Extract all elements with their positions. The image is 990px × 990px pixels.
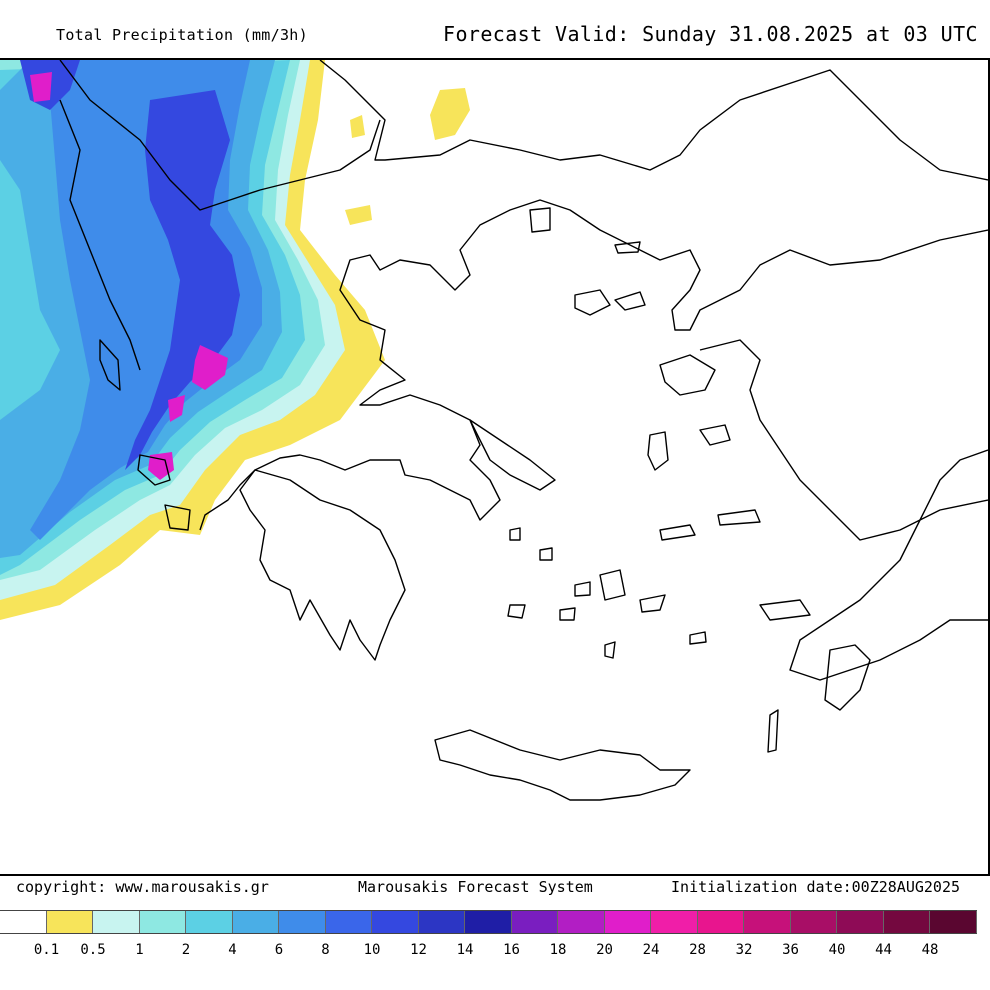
legend-tick-label: 48 — [921, 942, 939, 958]
legend-swatch — [186, 911, 233, 933]
cyclades-small-6 — [539, 547, 553, 561]
legend-swatch — [139, 911, 186, 933]
precip-magenta-4 — [30, 72, 52, 102]
chios — [647, 431, 669, 471]
cyclades-small-4 — [639, 594, 666, 613]
cyclades-small-8 — [604, 641, 616, 659]
border-north — [59, 60, 381, 211]
precip-magenta-3 — [148, 452, 174, 480]
legend-tick-label: 6 — [274, 942, 284, 958]
precip-yellow-spot-3 — [350, 115, 365, 138]
coastlines — [59, 60, 988, 801]
precipitation-legend: 0.1 0.5 1 2 4 6 8 10 12 14 16 18 20 24 28 32 36 40 44 48 — [0, 910, 990, 980]
precip-magenta-2 — [168, 395, 185, 422]
copyright-text: copyright: www.marousakis.gr — [16, 878, 269, 896]
legend-swatch — [232, 911, 279, 933]
rhodes — [824, 644, 871, 711]
samos — [699, 424, 731, 446]
legend-tick-label: 8 — [321, 942, 330, 958]
map-title: Total Precipitation (mm/3h) — [56, 26, 308, 44]
euboea-coast — [469, 419, 556, 491]
legend-tick-label: 0.1 — [33, 942, 60, 958]
precipitation-map — [0, 58, 990, 876]
corfu — [99, 339, 121, 391]
legend-swatch — [790, 911, 837, 933]
system-name: Marousakis Forecast System — [358, 878, 593, 896]
samothraki — [614, 241, 641, 254]
legend-swatch — [511, 911, 558, 933]
karpathos — [767, 709, 779, 753]
kos — [759, 599, 811, 621]
map-footer: copyright: www.marousakis.gr Marousakis … — [0, 874, 990, 904]
cyclades-small-1 — [507, 604, 526, 619]
legend-swatch — [883, 911, 930, 933]
legend-swatch — [325, 911, 372, 933]
legend-swatch — [279, 911, 326, 933]
legend-tick-label: 12 — [410, 942, 427, 958]
legend-tick-labels: 0.1 0.5 1 2 4 6 8 10 12 14 16 18 20 24 28 32 36 40 44 48 — [0, 942, 990, 962]
precip-magenta-1 — [192, 345, 228, 390]
legend-swatch — [418, 911, 465, 933]
kefalonia — [137, 454, 171, 486]
legend-color-bar — [0, 910, 977, 934]
naxos — [599, 569, 626, 601]
mainland-coast — [199, 60, 988, 531]
skyros — [614, 291, 646, 311]
legend-tick-label: 4 — [228, 942, 237, 958]
turkey-coast — [789, 449, 988, 681]
legend-tick-label: 20 — [596, 942, 613, 958]
legend-tick-label: 1 — [135, 942, 144, 958]
precip-deep-blue — [125, 90, 240, 470]
cyclades-small-3 — [574, 581, 591, 597]
legend-tick-label: 28 — [689, 942, 706, 958]
legend-tick-label: 36 — [782, 942, 799, 958]
turkey-coast-north — [699, 339, 988, 541]
legend-tick-label: 44 — [875, 942, 892, 958]
legend-swatch — [604, 911, 651, 933]
forecast-valid-time: Forecast Valid: Sunday 31.08.2025 at 03 … — [443, 22, 978, 46]
lemnos — [574, 289, 611, 316]
legend-swatch — [697, 911, 744, 933]
zakynthos — [164, 504, 191, 531]
legend-tick-label: 10 — [363, 942, 381, 958]
legend-tick-label: 0.5 — [80, 942, 106, 958]
legend-swatch — [930, 911, 977, 933]
legend-swatch — [93, 911, 140, 933]
legend-swatch — [465, 911, 512, 933]
legend-tick-label: 16 — [503, 942, 520, 958]
cyclades-small-2 — [559, 607, 576, 621]
precipitation-field — [0, 60, 470, 620]
map-header: Total Precipitation (mm/3h) Forecast Val… — [0, 0, 990, 58]
legend-swatch — [558, 911, 605, 933]
map-canvas — [0, 60, 988, 801]
legend-tick-label: 14 — [456, 942, 474, 958]
legend-tick-label: 32 — [735, 942, 753, 958]
legend-tick-label: 40 — [828, 942, 846, 958]
legend-swatch — [372, 911, 419, 933]
legend-swatch — [46, 911, 93, 933]
cyclades-small-9 — [659, 524, 696, 541]
lesvos — [659, 354, 716, 396]
precip-yellow-spot-2 — [345, 205, 372, 225]
border-west — [59, 99, 141, 371]
legend-swatch — [0, 911, 47, 933]
precip-yellow-spot-1 — [430, 88, 470, 140]
legend-swatch — [744, 911, 791, 933]
initialization-date: Initialization date:00Z28AUG2025 — [671, 878, 960, 896]
legend-swatch — [651, 911, 698, 933]
legend-swatch — [837, 911, 884, 933]
peloponnese-coast — [239, 469, 406, 661]
legend-tick-label: 18 — [549, 942, 567, 958]
legend-tick-label: 2 — [181, 942, 191, 958]
cyclades-small-5 — [509, 527, 521, 541]
crete-coast — [434, 729, 691, 801]
cyclades-small-7 — [689, 631, 707, 645]
ikaria — [717, 509, 761, 526]
thasos — [529, 207, 551, 233]
legend-tick-label: 24 — [642, 942, 660, 958]
